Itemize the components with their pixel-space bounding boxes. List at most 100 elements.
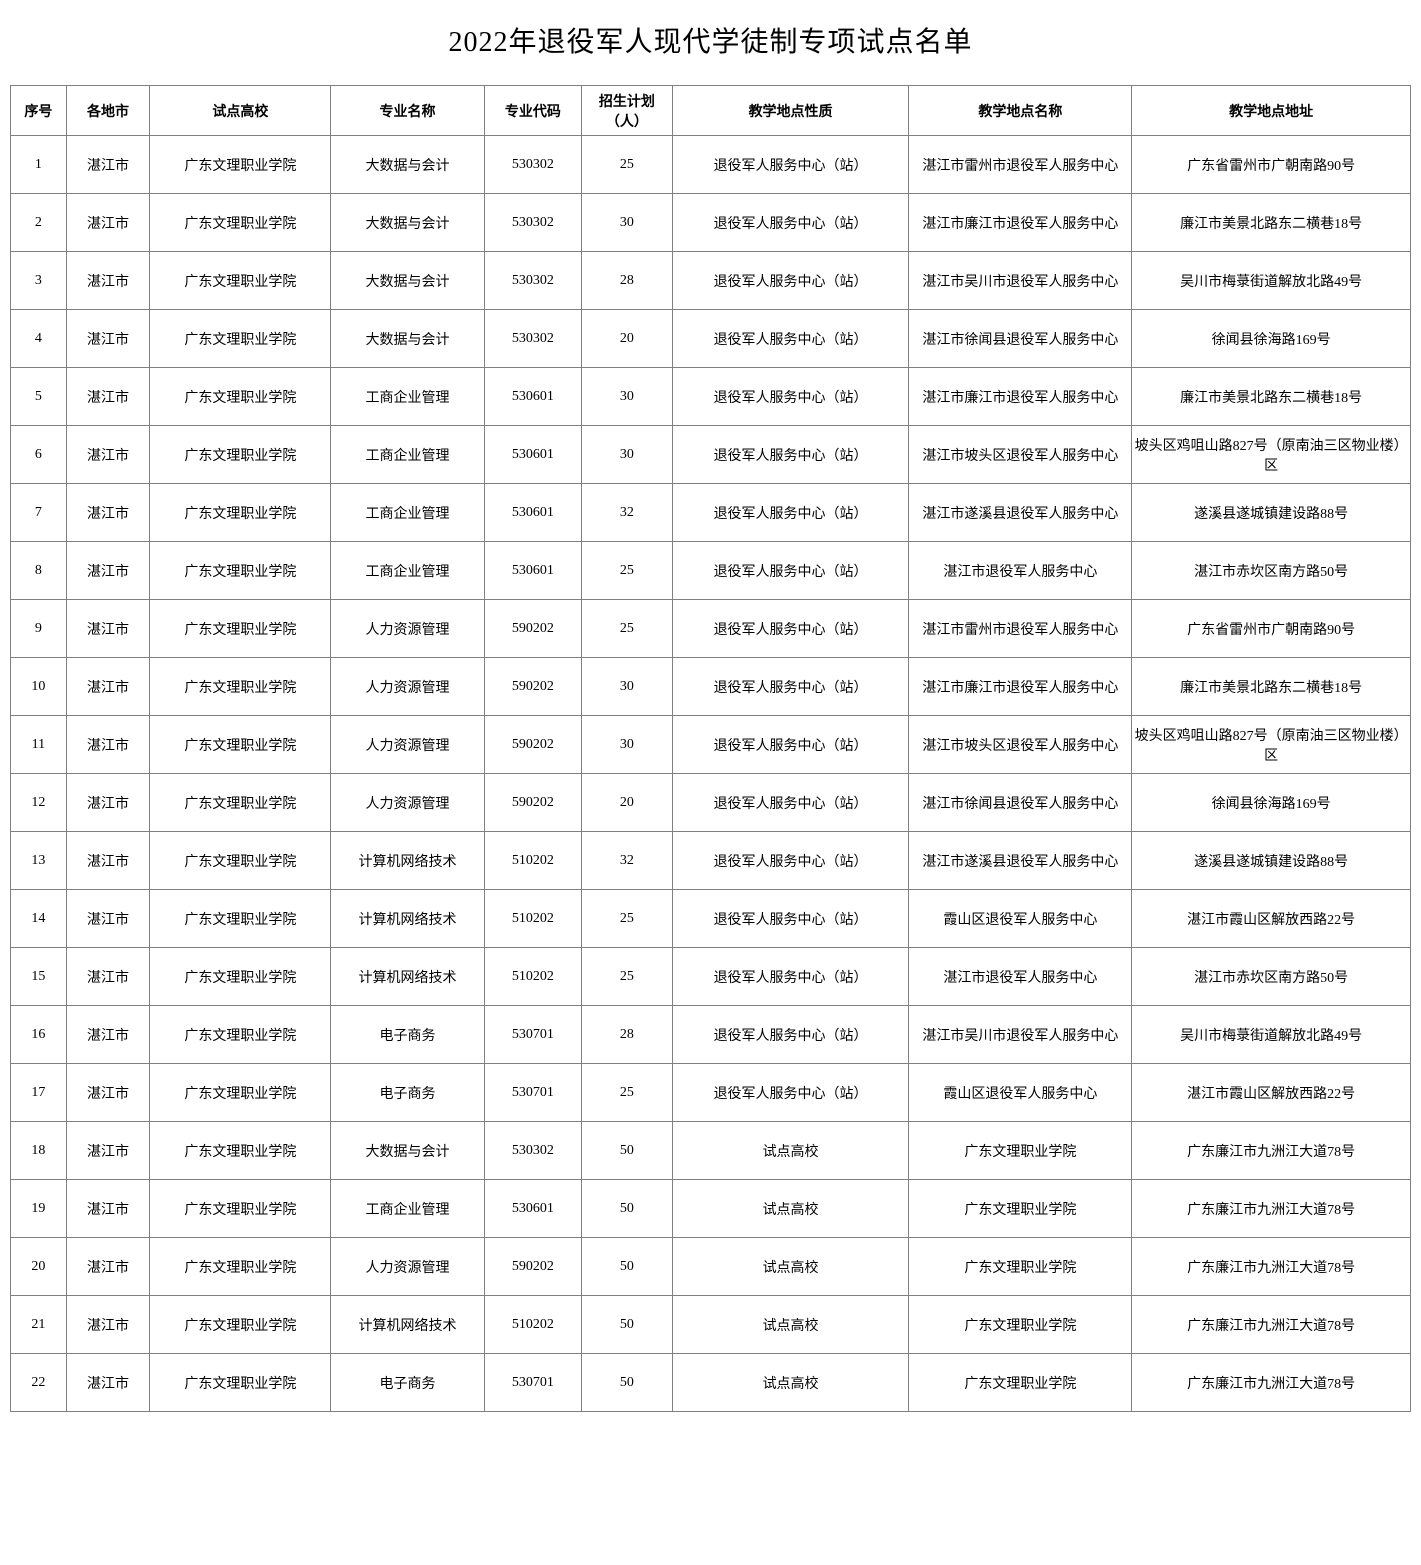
table-cell: 30	[582, 368, 673, 426]
table-cell: 湛江市	[66, 1354, 150, 1412]
table-cell: 530601	[484, 1180, 582, 1238]
table-cell: 湛江市	[66, 542, 150, 600]
pilot-list-table: 序号各地市试点高校专业名称专业代码招生计划（人）教学地点性质教学地点名称教学地点…	[10, 85, 1411, 1412]
table-cell: 坡头区鸡咀山路827号（原南油三区物业楼）区	[1132, 426, 1411, 484]
table-cell: 16	[11, 1006, 67, 1064]
table-row: 21湛江市广东文理职业学院计算机网络技术51020250试点高校广东文理职业学院…	[11, 1296, 1411, 1354]
table-cell: 530601	[484, 484, 582, 542]
table-cell: 25	[582, 1064, 673, 1122]
table-cell: 湛江市雷州市退役军人服务中心	[909, 600, 1132, 658]
table-cell: 14	[11, 890, 67, 948]
table-cell: 遂溪县遂城镇建设路88号	[1132, 832, 1411, 890]
table-cell: 湛江市	[66, 1238, 150, 1296]
table-cell: 湛江市吴川市退役军人服务中心	[909, 1006, 1132, 1064]
table-cell: 湛江市	[66, 1006, 150, 1064]
table-cell: 广东文理职业学院	[150, 1064, 331, 1122]
table-cell: 退役军人服务中心（站）	[672, 484, 909, 542]
table-cell: 广东省雷州市广朝南路90号	[1132, 600, 1411, 658]
table-cell: 湛江市	[66, 368, 150, 426]
table-cell: 退役军人服务中心（站）	[672, 136, 909, 194]
table-cell: 530302	[484, 310, 582, 368]
table-cell: 人力资源管理	[331, 600, 484, 658]
table-cell: 工商企业管理	[331, 542, 484, 600]
table-cell: 工商企业管理	[331, 484, 484, 542]
table-row: 1湛江市广东文理职业学院大数据与会计53030225退役军人服务中心（站）湛江市…	[11, 136, 1411, 194]
table-header: 序号各地市试点高校专业名称专业代码招生计划（人）教学地点性质教学地点名称教学地点…	[11, 86, 1411, 136]
table-cell: 广东文理职业学院	[150, 600, 331, 658]
table-cell: 计算机网络技术	[331, 890, 484, 948]
table-cell: 25	[582, 542, 673, 600]
table-cell: 湛江市	[66, 1180, 150, 1238]
column-header: 教学地点性质	[672, 86, 909, 136]
table-cell: 试点高校	[672, 1238, 909, 1296]
table-cell: 广东文理职业学院	[150, 484, 331, 542]
table-cell: 计算机网络技术	[331, 948, 484, 1006]
table-cell: 510202	[484, 890, 582, 948]
table-cell: 计算机网络技术	[331, 832, 484, 890]
table-row: 14湛江市广东文理职业学院计算机网络技术51020225退役军人服务中心（站）霞…	[11, 890, 1411, 948]
table-cell: 广东文理职业学院	[150, 136, 331, 194]
table-cell: 3	[11, 252, 67, 310]
table-cell: 20	[11, 1238, 67, 1296]
table-cell: 工商企业管理	[331, 426, 484, 484]
table-cell: 湛江市	[66, 774, 150, 832]
table-cell: 10	[11, 658, 67, 716]
table-row: 3湛江市广东文理职业学院大数据与会计53030228退役军人服务中心（站）湛江市…	[11, 252, 1411, 310]
table-cell: 广东文理职业学院	[150, 194, 331, 252]
table-cell: 退役军人服务中心（站）	[672, 774, 909, 832]
table-cell: 湛江市	[66, 310, 150, 368]
table-cell: 广东文理职业学院	[909, 1122, 1132, 1180]
table-cell: 广东文理职业学院	[150, 774, 331, 832]
table-row: 11湛江市广东文理职业学院人力资源管理59020230退役军人服务中心（站）湛江…	[11, 716, 1411, 774]
table-cell: 590202	[484, 658, 582, 716]
table-cell: 电子商务	[331, 1354, 484, 1412]
table-cell: 530701	[484, 1354, 582, 1412]
table-cell: 廉江市美景北路东二横巷18号	[1132, 368, 1411, 426]
column-header: 教学地点地址	[1132, 86, 1411, 136]
table-cell: 广东廉江市九洲江大道78号	[1132, 1238, 1411, 1296]
table-cell: 试点高校	[672, 1296, 909, 1354]
table-cell: 退役军人服务中心（站）	[672, 1064, 909, 1122]
table-cell: 20	[582, 310, 673, 368]
table-cell: 霞山区退役军人服务中心	[909, 890, 1132, 948]
table-cell: 广东文理职业学院	[150, 658, 331, 716]
table-cell: 590202	[484, 774, 582, 832]
table-cell: 广东廉江市九洲江大道78号	[1132, 1180, 1411, 1238]
table-cell: 广东省雷州市广朝南路90号	[1132, 136, 1411, 194]
table-cell: 霞山区退役军人服务中心	[909, 1064, 1132, 1122]
table-cell: 退役军人服务中心（站）	[672, 832, 909, 890]
table-cell: 广东文理职业学院	[150, 426, 331, 484]
table-cell: 广东文理职业学院	[150, 368, 331, 426]
table-cell: 退役军人服务中心（站）	[672, 310, 909, 368]
table-cell: 湛江市	[66, 600, 150, 658]
table-row: 2湛江市广东文理职业学院大数据与会计53030230退役军人服务中心（站）湛江市…	[11, 194, 1411, 252]
table-cell: 退役军人服务中心（站）	[672, 716, 909, 774]
column-header: 专业代码	[484, 86, 582, 136]
column-header: 序号	[11, 86, 67, 136]
table-cell: 广东文理职业学院	[909, 1354, 1132, 1412]
table-cell: 50	[582, 1354, 673, 1412]
table-cell: 湛江市廉江市退役军人服务中心	[909, 658, 1132, 716]
table-cell: 广东文理职业学院	[150, 310, 331, 368]
table-cell: 湛江市	[66, 136, 150, 194]
table-row: 9湛江市广东文理职业学院人力资源管理59020225退役军人服务中心（站）湛江市…	[11, 600, 1411, 658]
table-cell: 试点高校	[672, 1122, 909, 1180]
table-cell: 湛江市赤坎区南方路50号	[1132, 948, 1411, 1006]
table-cell: 广东文理职业学院	[150, 1180, 331, 1238]
table-cell: 2	[11, 194, 67, 252]
table-row: 4湛江市广东文理职业学院大数据与会计53030220退役军人服务中心（站）湛江市…	[11, 310, 1411, 368]
table-cell: 大数据与会计	[331, 136, 484, 194]
table-cell: 退役军人服务中心（站）	[672, 426, 909, 484]
table-cell: 590202	[484, 1238, 582, 1296]
table-cell: 广东文理职业学院	[150, 1006, 331, 1064]
table-cell: 坡头区鸡咀山路827号（原南油三区物业楼）区	[1132, 716, 1411, 774]
table-cell: 530302	[484, 252, 582, 310]
table-cell: 30	[582, 194, 673, 252]
table-cell: 530302	[484, 194, 582, 252]
table-cell: 590202	[484, 716, 582, 774]
page-title: 2022年退役军人现代学徒制专项试点名单	[10, 20, 1411, 60]
table-cell: 530601	[484, 426, 582, 484]
table-cell: 湛江市坡头区退役军人服务中心	[909, 426, 1132, 484]
table-cell: 广东文理职业学院	[150, 1354, 331, 1412]
table-cell: 22	[11, 1354, 67, 1412]
